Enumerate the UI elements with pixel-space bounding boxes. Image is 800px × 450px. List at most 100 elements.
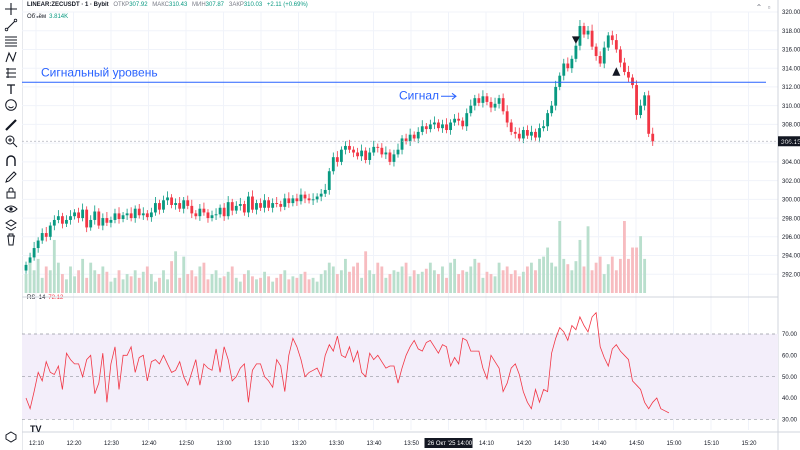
time-tick-label: 14:10	[479, 441, 495, 447]
candle-body	[32, 248, 36, 258]
ruler-icon[interactable]	[4, 118, 18, 132]
trash-icon[interactable]	[4, 232, 18, 246]
volume-bar	[457, 274, 461, 293]
volume-bar	[158, 277, 161, 293]
price-tick-label: 296.00	[782, 235, 800, 241]
candle-body	[275, 203, 279, 205]
pattern-icon[interactable]	[4, 50, 18, 64]
candle-body	[534, 131, 537, 138]
eye-icon[interactable]	[4, 202, 18, 216]
symbol-title[interactable]: LINEAR:ZECUSDT · 1 · Bybit	[27, 2, 109, 8]
volume-bar	[432, 270, 436, 293]
layers-icon[interactable]	[4, 218, 18, 232]
volume-bar	[307, 279, 311, 293]
volume-bar	[162, 270, 165, 293]
volume-bar	[449, 262, 452, 293]
candle-body	[149, 212, 153, 218]
candle-body	[404, 138, 408, 142]
volume-bar	[550, 262, 554, 293]
candle-body	[105, 218, 109, 223]
chevron-up-icon[interactable]: ⌃	[755, 3, 763, 12]
rsi-tick-label: 70.00	[782, 332, 798, 338]
volume-bar	[408, 276, 412, 293]
candle-body	[259, 203, 262, 208]
volume-bar	[477, 262, 481, 293]
volume-bar	[534, 270, 537, 293]
magnet-icon[interactable]	[4, 154, 18, 168]
close-value: 310.03	[243, 2, 263, 8]
text-icon[interactable]	[4, 82, 18, 96]
candle-body	[202, 208, 206, 213]
draw-mode-icon[interactable]	[4, 170, 18, 184]
volume-bar	[73, 276, 76, 293]
candle-body	[554, 86, 558, 106]
candle-body	[60, 216, 64, 224]
candle-body	[400, 138, 404, 150]
candle-body	[319, 193, 323, 197]
lock-icon[interactable]	[4, 186, 18, 200]
volume-bar	[279, 274, 283, 293]
price-tick-label: 316.00	[782, 48, 800, 54]
candle-body	[352, 149, 355, 153]
candle-body	[392, 154, 396, 162]
symbol-legend: LINEAR:ZECUSDT · 1 · Bybit ОТКР307.92 МА…	[27, 1, 308, 10]
volume-bar	[153, 281, 157, 293]
candle-body	[113, 213, 117, 220]
settings-icon[interactable]	[4, 430, 18, 444]
volume-bar	[210, 274, 214, 293]
price-tick-label: 306.00	[782, 141, 800, 147]
volume-bar	[388, 274, 392, 293]
trend-line-icon[interactable]	[4, 18, 18, 32]
price-badge-text: 306.15	[781, 139, 800, 146]
candle-body	[198, 208, 202, 217]
candle-body	[525, 130, 529, 136]
volume-bar	[404, 262, 408, 293]
candle-body	[56, 216, 60, 220]
volume-bar	[117, 270, 121, 293]
buy-marker	[612, 67, 621, 76]
tradingview-logo: TV	[30, 424, 42, 434]
candle-body	[158, 203, 161, 210]
candle-body	[255, 203, 258, 210]
candle-body	[267, 200, 271, 208]
candle-body	[348, 145, 351, 150]
volume-bar	[643, 258, 647, 293]
candle-body	[125, 213, 129, 216]
time-tick-label: 12:50	[179, 441, 195, 447]
volume-bar	[182, 256, 186, 293]
volume-bar	[598, 256, 602, 293]
candle-body	[101, 218, 105, 226]
volume-bar	[396, 271, 400, 293]
zoom-icon[interactable]	[4, 134, 18, 148]
volume-bar	[230, 266, 234, 293]
volume-bar	[445, 277, 448, 293]
candle-body	[497, 98, 501, 104]
volume-bar	[52, 239, 56, 293]
time-tick-label: 13:50	[404, 441, 420, 447]
fib-lines-icon[interactable]	[4, 34, 18, 48]
candle-body	[182, 200, 186, 209]
volume-bar	[141, 271, 145, 293]
candle-body	[627, 71, 630, 78]
crosshair-icon[interactable]	[4, 2, 18, 16]
change-value: +2.11 (+0.69%)	[266, 2, 308, 8]
time-tick-label: 13:40	[367, 441, 383, 447]
candle-body	[226, 202, 230, 217]
low-value: 307.87	[205, 2, 225, 8]
volume-bar	[137, 277, 141, 293]
volume-bar	[275, 277, 279, 293]
candle-body	[218, 207, 222, 215]
volume-bar	[97, 274, 101, 293]
candle-body	[614, 40, 618, 50]
emoji-icon[interactable]	[4, 98, 18, 112]
volume-bar	[198, 266, 202, 293]
forecast-icon[interactable]	[4, 66, 18, 80]
candle-body	[145, 213, 149, 218]
volume-bar	[242, 274, 246, 293]
candle-body	[117, 213, 121, 220]
maximize-icon[interactable]: ▫	[767, 3, 771, 12]
volume-bar	[606, 264, 610, 293]
candle-body	[210, 215, 214, 219]
volume-legend[interactable]: Объём 3.814K	[27, 13, 68, 22]
